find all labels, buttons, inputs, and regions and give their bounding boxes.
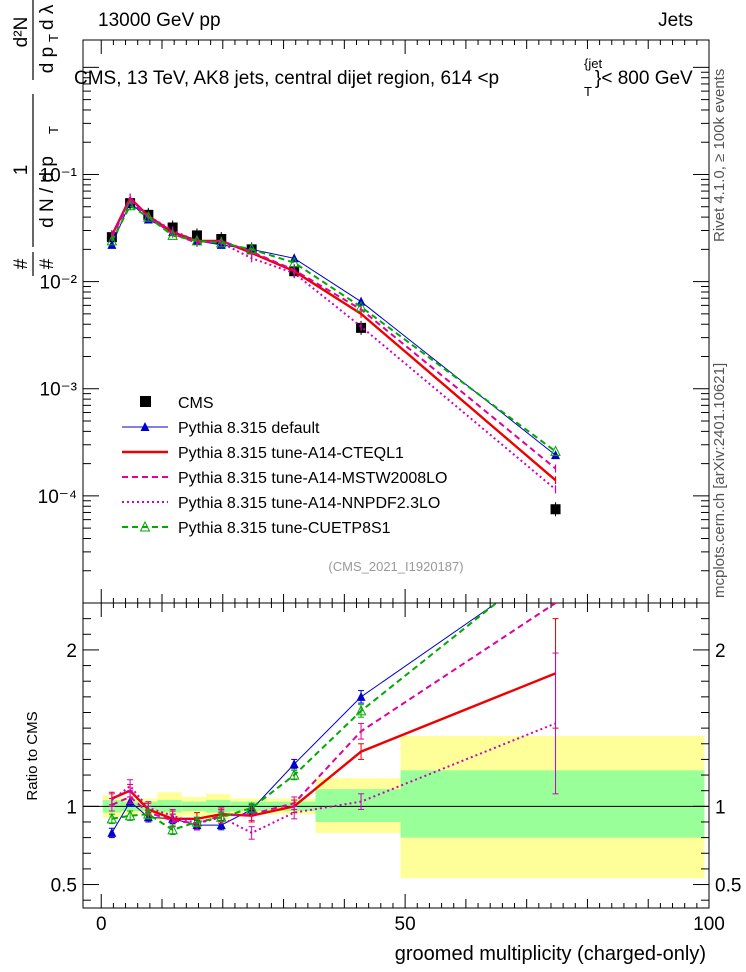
legend-triangle-marker bbox=[140, 422, 150, 431]
main-series-line-1 bbox=[111, 201, 556, 456]
ratio-open-triangle-point bbox=[106, 812, 118, 824]
cuetp8s1-open-triangle-point bbox=[550, 445, 561, 456]
plot-title-sub: T bbox=[584, 84, 592, 99]
ratio-triangle-point bbox=[289, 759, 299, 769]
cuetp8s1-open-triangle-point bbox=[191, 234, 203, 246]
y-label-den2: d p bbox=[37, 47, 58, 73]
plot-title: CMS, 13 TeV, AK8 jets, central dijet reg… bbox=[74, 56, 693, 99]
cuetp8s1-open-triangle-point bbox=[106, 234, 118, 246]
main-ytick-label: 10⁻² bbox=[40, 273, 78, 294]
ratio-series-line-2 bbox=[111, 602, 557, 825]
cuetp8s1-open-triangle-point bbox=[143, 210, 154, 222]
ratio-ytick-label-right: 2 bbox=[715, 641, 726, 662]
ratio-open-triangle-point bbox=[143, 808, 154, 819]
ratio-open-triangle-point bbox=[246, 801, 257, 813]
default-triangle-point bbox=[551, 450, 561, 460]
ratio-ytick-label-left: 2 bbox=[66, 641, 77, 662]
source-label: mcplots.cern.ch [arXiv:2401.10621] bbox=[711, 363, 728, 598]
main-panel: 10⁻¹ 10⁻² 10⁻³ 10⁻⁴ bbox=[38, 39, 710, 604]
cuetp8s1-open-triangle-point bbox=[288, 256, 300, 268]
main-ticks: 10⁻¹ 10⁻² 10⁻³ 10⁻⁴ bbox=[38, 40, 710, 604]
main-series-line-2 bbox=[110, 196, 557, 482]
ratio-series bbox=[106, 602, 559, 840]
legend-cms-marker bbox=[140, 396, 151, 407]
ratio-frame bbox=[82, 602, 710, 909]
ratio-bands bbox=[83, 735, 709, 879]
ratio-ytick-label-left: 0.5 bbox=[51, 876, 77, 897]
rivet-label: Rivet 4.1.0, ≥ 100k events bbox=[711, 69, 728, 242]
ratio-open-triangle-point bbox=[355, 704, 367, 716]
band-inner bbox=[315, 789, 401, 822]
legend-label: Pythia 8.315 tune-CUETP8S1 bbox=[178, 520, 391, 537]
main-ytick-label: 10⁻¹ bbox=[40, 165, 78, 186]
ratio-series-line-4 bbox=[111, 602, 497, 831]
y-label-num1: 1 bbox=[11, 165, 32, 176]
legend-item: Pythia 8.315 tune-A14-MSTW2008LO bbox=[122, 470, 447, 487]
main-series-line-5 bbox=[111, 204, 557, 453]
ratio-open-triangle-point bbox=[167, 823, 178, 835]
legend-item: Pythia 8.315 tune-CUETP8S1 bbox=[122, 520, 391, 537]
ratio-series-line-0 bbox=[111, 602, 497, 834]
y-label-den2-sub: T bbox=[46, 34, 61, 42]
legend-label: Pythia 8.315 tune-A14-MSTW2008LO bbox=[178, 470, 447, 487]
ratio-triangle-point bbox=[216, 820, 226, 830]
ratio-ytick-label-right: 0.5 bbox=[715, 876, 741, 897]
cms-data-point bbox=[550, 504, 561, 515]
ratio-open-triangle-point bbox=[288, 768, 300, 780]
ratio-xtick-label: 50 bbox=[395, 914, 416, 935]
y-label-hash-den: # bbox=[37, 258, 58, 269]
ratio-y-label: Ratio to CMS bbox=[24, 711, 41, 800]
cuetp8s1-open-triangle-point bbox=[215, 236, 227, 248]
category-label: Jets bbox=[658, 10, 693, 31]
legend: CMS Pythia 8.315 default Pythia 8.315 tune… bbox=[122, 395, 447, 537]
cuetp8s1-open-triangle-point bbox=[167, 229, 178, 240]
legend-label: Pythia 8.315 default bbox=[178, 420, 320, 437]
y-label-den1: d N / d p bbox=[37, 156, 58, 228]
cuetp8s1-open-triangle-point bbox=[246, 243, 257, 254]
legend-label: Pythia 8.315 tune-A14-CTEQL1 bbox=[178, 445, 404, 462]
ratio-ytick-label-right: 1 bbox=[715, 797, 726, 818]
y-label-num2: d²N bbox=[11, 17, 32, 48]
ratio-ytick-label-left: 1 bbox=[66, 797, 77, 818]
ratio-triangle-point bbox=[356, 691, 366, 701]
legend-label: CMS bbox=[178, 395, 214, 412]
main-ytick-label: 10⁻³ bbox=[40, 380, 78, 401]
legend-item: CMS bbox=[140, 395, 214, 412]
plot-title-main: CMS, 13 TeV, AK8 jets, central dijet reg… bbox=[74, 68, 499, 89]
plot-title-sup: {jet bbox=[584, 56, 602, 71]
plot-title-tail: }< 800 GeV bbox=[595, 68, 693, 89]
ratio-triangle-point bbox=[107, 827, 117, 837]
analysis-id: (CMS_2021_I1920187) bbox=[328, 559, 463, 574]
legend-label: Pythia 8.315 tune-A14-NNPDF2.3LO bbox=[178, 495, 440, 512]
band-inner bbox=[400, 770, 705, 838]
legend-item: Pythia 8.315 tune-A14-CTEQL1 bbox=[122, 445, 404, 462]
ratio-open-triangle-point bbox=[191, 815, 203, 827]
ratio-xtick-label: 0 bbox=[96, 914, 107, 935]
legend-item: Pythia 8.315 tune-A14-NNPDF2.3LO bbox=[122, 495, 440, 512]
ratio-open-triangle-point bbox=[215, 811, 227, 822]
energy-label: 13000 GeV pp bbox=[98, 10, 221, 31]
legend-open-triangle-marker bbox=[139, 520, 151, 532]
ratio-ticks: 0.5 0.5 1 1 2 2 0 50 100 bbox=[51, 603, 741, 935]
main-ytick-label: 10⁻⁴ bbox=[38, 487, 77, 508]
ratio-open-triangle-point bbox=[124, 809, 136, 821]
legend-item: Pythia 8.315 default bbox=[122, 420, 320, 437]
y-label-hash-num: # bbox=[11, 258, 32, 269]
ratio-xtick-label: 100 bbox=[693, 914, 725, 935]
ratio-series-line-1 bbox=[111, 672, 556, 820]
main-series-line-4 bbox=[110, 195, 557, 491]
main-y-axis-label: 1 d N / d p T # # d²N d p T d λ bbox=[11, 0, 61, 276]
x-axis-label: groomed multiplicity (charged-only) bbox=[395, 943, 706, 965]
main-frame bbox=[82, 39, 710, 604]
y-label-den2-tail: d λ bbox=[37, 4, 58, 30]
cuetp8s1-open-triangle-point bbox=[124, 199, 136, 211]
cuetp8s1-open-triangle-point bbox=[355, 300, 367, 312]
main-series bbox=[106, 193, 561, 517]
y-label-den1-sub: T bbox=[46, 126, 61, 134]
ratio-panel: 0.5 0.5 1 1 2 2 0 50 100 bbox=[51, 602, 741, 935]
